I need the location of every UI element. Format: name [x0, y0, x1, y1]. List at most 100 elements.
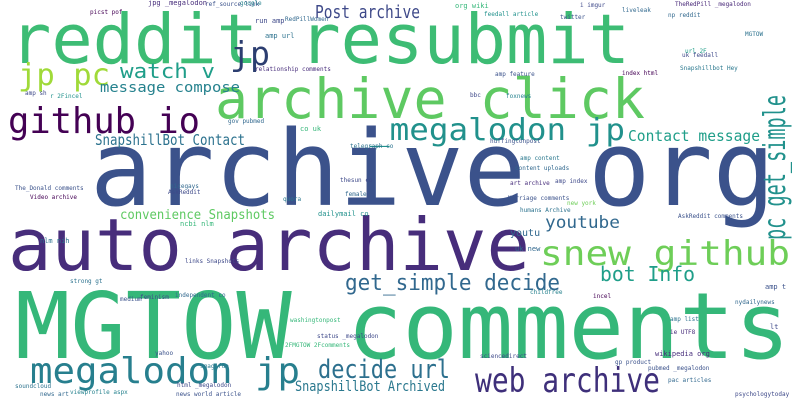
word: washingtonpost [290, 317, 341, 324]
word: jpg _megalodon [148, 0, 207, 7]
word: r 2Fincel [50, 93, 83, 100]
word: twitter [560, 14, 586, 21]
word: amp list [670, 316, 699, 323]
word: psychologytoday [735, 391, 790, 398]
word: amp index [555, 178, 588, 185]
word: index html [622, 70, 659, 77]
word: content uploads [515, 165, 570, 172]
word: jp [230, 34, 270, 73]
word: The_Donald comments [15, 185, 84, 192]
word: i imgur [580, 2, 606, 9]
word: Video archive [30, 194, 77, 201]
word: wikipedia org [655, 350, 710, 358]
word: auto archive [8, 203, 530, 287]
word: huffingtonpost [490, 138, 541, 145]
word: news art [40, 391, 69, 398]
word: links Snapshots [185, 258, 240, 265]
word: uk feedall [682, 52, 719, 59]
word: watch v [120, 59, 215, 83]
word: amp t [765, 283, 786, 291]
word: sciencedirect [480, 353, 527, 360]
word: foxnews [506, 93, 532, 100]
word: Post archive [315, 2, 420, 23]
word: liveleak [622, 7, 651, 14]
word: youtube [545, 213, 620, 233]
word: art archive [510, 180, 550, 187]
word: convenience Snapshots [120, 208, 275, 223]
word: RedPillWomen [285, 16, 329, 23]
word: 2FMGTOW 2Fcomments [285, 342, 350, 349]
word: nydailynews [735, 299, 775, 306]
word: strong gt [70, 278, 103, 285]
word: dailymail co [318, 210, 369, 218]
word: feminism [140, 294, 169, 301]
word: amp feature [495, 71, 535, 78]
word: female [345, 191, 367, 198]
word: thesun co [340, 177, 373, 184]
word: lt [770, 323, 778, 331]
word: google [240, 0, 262, 7]
word: TheRedPill _megalodon [675, 1, 751, 8]
word: yahoo [155, 350, 173, 357]
word: pubmed _megalodon [648, 365, 710, 372]
word: medium [120, 296, 142, 303]
word: _megalodon jp [370, 113, 625, 148]
word: AskReddit comments [678, 213, 743, 220]
word: new york [567, 200, 596, 207]
word: news world article [176, 391, 241, 398]
word: jp pc [18, 58, 110, 93]
word: 9gag fun [200, 363, 229, 370]
word: snew github [540, 234, 790, 274]
word: message compose [100, 80, 240, 96]
word: amp url [265, 32, 295, 40]
word: incel [593, 293, 611, 300]
word: gp product [615, 359, 652, 366]
word: uk new [515, 245, 541, 253]
word: gov pubmed [228, 118, 265, 125]
word: soundcloud [15, 383, 52, 390]
word: pc get_simple [758, 95, 793, 240]
word: status _megalodon [317, 333, 379, 340]
word: url 2F [685, 48, 707, 55]
word: Contact message [628, 127, 760, 145]
word: archive org [90, 108, 775, 230]
word: humans Archive [520, 207, 571, 214]
word: co uk [300, 125, 322, 133]
word: ie UTF8 [670, 329, 696, 336]
word: Marriage comments [508, 195, 570, 202]
word: get_simple decide [345, 271, 560, 296]
word: megalodon jp [30, 351, 300, 392]
word: run amp [255, 17, 285, 25]
word: picst pof [90, 9, 123, 16]
word: MGTOW comments [15, 273, 790, 380]
word: relationship comments [255, 66, 331, 73]
word: childfree [530, 289, 563, 296]
word: decide url [318, 355, 450, 385]
word: SnapshillBot Archived [295, 379, 445, 395]
word: ref_source link [205, 1, 260, 8]
word: archive click [215, 67, 645, 131]
word: web archive [475, 361, 660, 400]
word: github io [8, 101, 200, 142]
word: ncbi nlm [180, 220, 214, 228]
word: quora [283, 196, 301, 203]
word: viewprofile aspx [70, 389, 128, 396]
word: feedall article [484, 11, 539, 18]
word: nicegays [170, 183, 199, 190]
word: np reddit [668, 12, 701, 19]
word: MGTOW [745, 31, 763, 38]
word: AskReddit [168, 189, 201, 196]
word: amp content [520, 155, 560, 162]
word: independent co [175, 292, 226, 299]
word: bot Info [600, 262, 695, 286]
word: Snapshillbot Hey [680, 65, 738, 72]
word: org wiki [455, 2, 489, 10]
word: nlm nih [40, 237, 70, 245]
word: SnapshillBot Contact [95, 131, 245, 149]
word: telegraph co [350, 143, 394, 150]
word: reddit resubmit [10, 0, 630, 80]
word: youtu [510, 228, 540, 239]
word: html _megalodon [177, 382, 232, 389]
